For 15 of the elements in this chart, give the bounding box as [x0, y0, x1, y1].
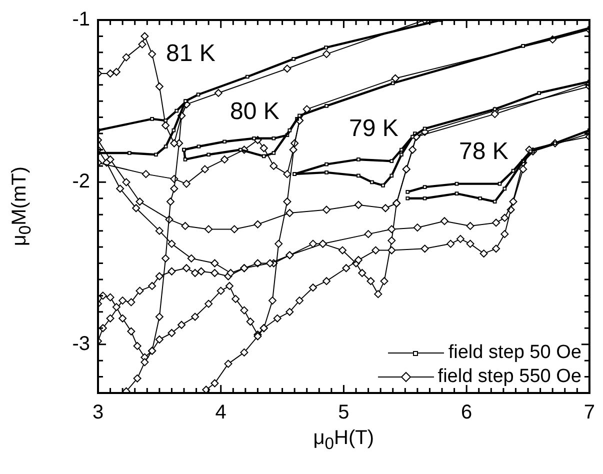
- annotation: 81 K: [166, 40, 216, 67]
- x-tick-label: 3: [92, 402, 104, 424]
- x-tick-label: 6: [461, 402, 472, 424]
- x-tick-label: 5: [338, 402, 350, 424]
- y-tick-label: -1: [72, 8, 90, 31]
- annotation: 80 K: [230, 98, 280, 125]
- legend-label: field step 50 Oe: [448, 342, 582, 364]
- x-axis-title: μ$_{0}$H(T): [313, 427, 374, 453]
- annotation: 78 K: [459, 138, 508, 165]
- legend-label: field step 550 Oe: [438, 366, 582, 388]
- x-tick-label: 7: [584, 402, 595, 424]
- x-tick-label: 4: [215, 402, 226, 424]
- annotation: 79 K: [349, 115, 398, 142]
- y-tick-label: -2: [72, 170, 90, 193]
- y-tick-label: -3: [72, 332, 90, 355]
